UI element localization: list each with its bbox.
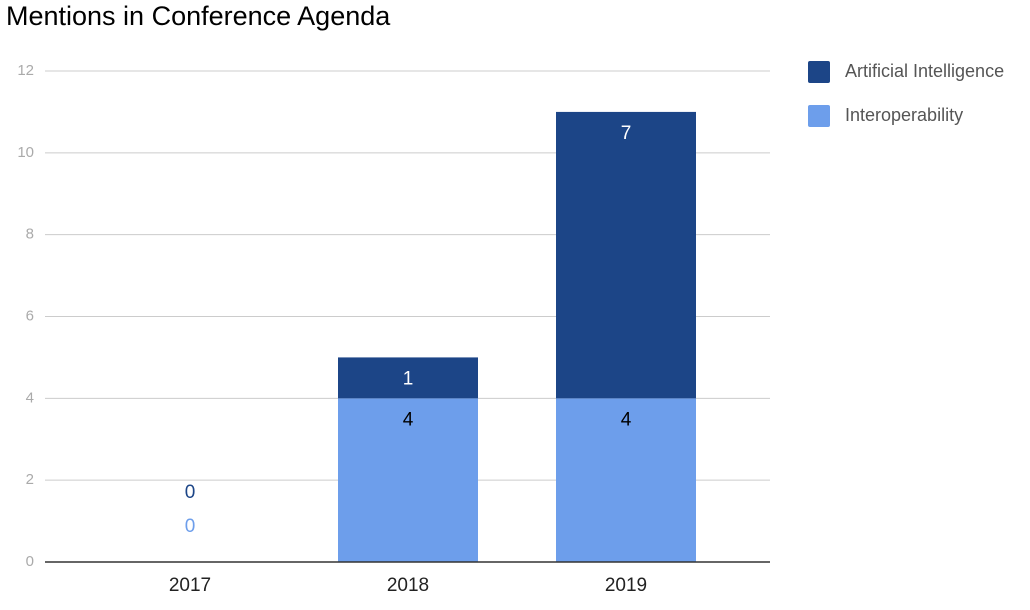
y-tick-label: 2 <box>26 471 34 488</box>
data-label: 0 <box>185 482 196 503</box>
y-tick-label: 8 <box>26 226 34 243</box>
bar-segment <box>556 398 696 562</box>
data-label: 0 <box>185 516 196 537</box>
bar-segment <box>338 398 478 562</box>
x-tick-label: 2018 <box>387 575 429 596</box>
y-tick-label: 6 <box>26 307 34 324</box>
data-label: 1 <box>403 368 414 389</box>
legend-swatch <box>808 61 830 83</box>
bar-segment <box>556 111 696 399</box>
x-tick-label: 2019 <box>605 575 647 596</box>
bar-segment <box>338 357 478 399</box>
y-tick-label: 0 <box>26 553 34 570</box>
legend-label: Artificial Intelligence <box>845 61 1004 81</box>
y-tick-label: 4 <box>26 389 34 406</box>
legend-swatch <box>808 105 830 127</box>
x-tick-label: 2017 <box>169 575 211 596</box>
data-label: 7 <box>621 123 632 144</box>
y-tick-label: 10 <box>17 144 34 161</box>
data-label: 4 <box>403 409 414 430</box>
chart-title: Mentions in Conference Agenda <box>6 1 391 31</box>
y-tick-label: 12 <box>17 62 34 79</box>
legend-label: Interoperability <box>845 105 963 125</box>
data-label: 4 <box>621 409 632 430</box>
